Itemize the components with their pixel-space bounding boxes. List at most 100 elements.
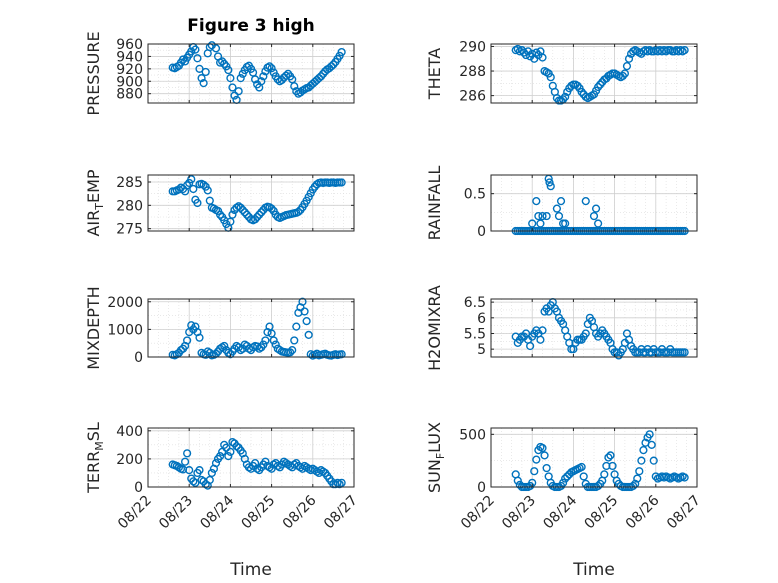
data-point [620, 69, 630, 78]
data-point [193, 198, 202, 208]
data-point [304, 330, 313, 340]
data-point [267, 64, 276, 73]
data-point [337, 478, 346, 487]
data-point [546, 182, 555, 191]
data-point [577, 87, 586, 97]
y-tick-label: 1000 [107, 322, 143, 338]
data-point [224, 452, 233, 461]
y-tick-label: 0.5 [464, 187, 486, 203]
series-markers [168, 41, 346, 104]
y-tick-label: 275 [116, 222, 143, 238]
data-point [649, 456, 658, 465]
data-point [226, 217, 235, 226]
data-point [635, 467, 644, 476]
data-point [581, 329, 590, 338]
data-point [589, 211, 599, 221]
data-point [540, 451, 549, 460]
x-tick-label: 08/24 [197, 492, 237, 532]
figure-title: Figure 3 high [187, 16, 315, 36]
x-tick-label: 08/27 [664, 493, 704, 533]
axes-box [147, 43, 355, 104]
data-point [337, 350, 346, 359]
data-point [563, 472, 572, 481]
data-point [645, 430, 654, 439]
data-point [261, 336, 270, 345]
axes-box [490, 298, 698, 358]
data-point [183, 181, 192, 190]
data-point [230, 91, 239, 100]
y-tick-label: 920 [116, 62, 143, 78]
data-point [205, 475, 214, 485]
data-point [633, 474, 642, 483]
data-point [300, 307, 309, 316]
data-point [271, 340, 280, 349]
data-point [234, 87, 243, 96]
data-point [257, 208, 266, 217]
data-point [259, 340, 268, 349]
data-point [216, 452, 225, 461]
data-point [639, 446, 648, 455]
data-point [218, 447, 227, 456]
series-markers [168, 437, 346, 490]
subplot-3: 275 280 285 AIRTEMP [84, 169, 355, 238]
data-point [552, 204, 562, 213]
series-markers [168, 175, 346, 232]
data-point [513, 44, 522, 54]
data-point [185, 466, 194, 475]
data-point [528, 219, 537, 228]
data-point [290, 336, 299, 345]
data-point [195, 333, 204, 342]
y-tick-label: 290 [459, 39, 486, 55]
series-markers [168, 297, 346, 360]
data-point [629, 481, 638, 491]
y-axis-label: PRESSURE [84, 31, 103, 115]
data-point [554, 211, 564, 221]
data-point [292, 322, 301, 331]
y-axis-label: MIXDEPTH [84, 286, 103, 369]
data-point [532, 48, 541, 57]
y-axis-label: TERRMSL [84, 422, 106, 494]
data-point [269, 336, 278, 345]
y-tick-label: 0 [477, 480, 486, 496]
x-tick-label: 08/25 [582, 493, 622, 533]
data-point [519, 48, 529, 57]
data-point [251, 215, 260, 224]
data-point [596, 80, 605, 89]
data-point [579, 472, 588, 481]
data-point [236, 203, 245, 212]
data-point [337, 47, 346, 57]
data-point [255, 210, 264, 219]
y-tick-label: 0 [477, 224, 486, 240]
data-point [201, 67, 210, 77]
y-tick-label: 2000 [107, 295, 143, 311]
y-tick-label: 400 [116, 424, 143, 440]
data-point [236, 74, 245, 83]
data-point [290, 82, 299, 91]
data-point [207, 468, 216, 478]
y-tick-label: 880 [116, 87, 143, 103]
data-point [195, 466, 204, 475]
y-tick-label: 200 [116, 452, 143, 468]
series-markers [511, 298, 689, 360]
data-point [203, 186, 212, 195]
data-point [526, 341, 535, 351]
y-tick-label: 280 [116, 198, 143, 214]
data-point [298, 297, 307, 306]
y-axis-label: THETA [425, 48, 444, 100]
data-point [538, 326, 547, 335]
data-point [561, 219, 570, 228]
data-point [220, 341, 229, 351]
data-point [604, 453, 613, 462]
data-point [288, 346, 297, 355]
x-axis-label-right: Time [572, 560, 615, 580]
data-point [267, 204, 276, 213]
data-point [253, 212, 262, 222]
data-point [302, 317, 311, 326]
data-point [624, 54, 634, 63]
data-point [536, 219, 545, 228]
x-tick-label: 08/24 [540, 492, 580, 532]
data-point [538, 53, 547, 62]
data-point [680, 473, 689, 482]
